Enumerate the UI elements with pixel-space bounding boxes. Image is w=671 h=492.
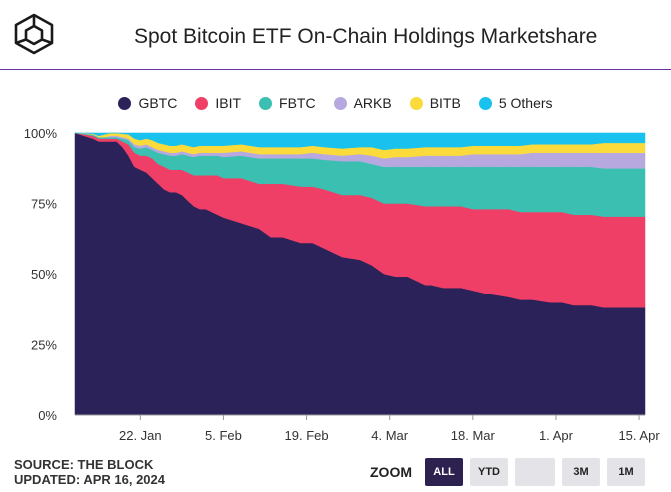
- updated-text: UPDATED: APR 16, 2024: [14, 472, 165, 487]
- legend-swatch-ibit: [195, 96, 209, 110]
- legend-swatch-fbtc: [259, 96, 273, 110]
- source-text: SOURCE: THE BLOCK: [14, 457, 154, 472]
- x-tick-label: 4. Mar: [371, 428, 409, 443]
- legend-item-arkb[interactable]: ARKB: [333, 95, 392, 111]
- legend-swatch-gbtc: [118, 96, 132, 110]
- area-5-others[interactable]: [74, 132, 646, 151]
- legend-label-gbtc: GBTC: [138, 95, 178, 111]
- axes: 0% 25% 50% 75% 100% 22. Jan 5. Feb 19. Feb 4. Ma…: [24, 126, 661, 443]
- x-tick-label: 22. Jan: [119, 428, 162, 443]
- y-tick-label: 75%: [31, 197, 57, 212]
- y-tick-label: 100%: [24, 126, 58, 141]
- zoom-3m-button[interactable]: 3M: [562, 458, 600, 486]
- zoom-1m-button[interactable]: 1M: [607, 458, 645, 486]
- y-tick-label: 50%: [31, 267, 57, 282]
- the-block-logo-icon: [14, 13, 54, 55]
- x-tick-label: 18. Mar: [451, 428, 496, 443]
- legend-swatch-bitb: [409, 96, 423, 110]
- area-chart: 0% 25% 50% 75% 100% 22. Jan 5. Feb 19. Feb 4. Ma…: [24, 126, 661, 443]
- zoom-blank-button[interactable]: [515, 458, 555, 486]
- legend-label-bitb: BITB: [429, 95, 461, 111]
- legend-label-others: 5 Others: [498, 95, 553, 111]
- zoom-ytd-button[interactable]: YTD: [470, 458, 508, 486]
- legend-item-gbtc[interactable]: GBTC: [118, 95, 177, 111]
- legend-item-bitb[interactable]: BITB: [409, 95, 461, 111]
- title-divider: [0, 69, 671, 70]
- legend-item-ibit[interactable]: IBIT: [195, 95, 241, 111]
- legend-swatch-arkb: [333, 96, 347, 110]
- y-tick-label: 0%: [38, 408, 57, 423]
- chart-legend: GBTC IBIT FBTC ARKB BITB 5 Others: [0, 95, 671, 111]
- x-tick-label: 19. Feb: [285, 428, 329, 443]
- x-tick-label: 15. Apr: [618, 428, 660, 443]
- zoom-controls: ZOOM ALL YTD 3M 1M: [370, 458, 645, 486]
- legend-label-fbtc: FBTC: [279, 95, 316, 111]
- chart-title: Spot Bitcoin ETF On-Chain Holdings Marke…: [134, 25, 598, 48]
- y-tick-label: 25%: [31, 338, 57, 353]
- x-tick-label: 5. Feb: [205, 428, 242, 443]
- zoom-label: ZOOM: [370, 464, 412, 480]
- legend-swatch-others: [478, 96, 492, 110]
- chart-footer: SOURCE: THE BLOCK UPDATED: APR 16, 2024: [14, 457, 165, 487]
- area-series: [74, 132, 646, 416]
- x-tick-label: 1. Apr: [539, 428, 574, 443]
- legend-label-arkb: ARKB: [353, 95, 392, 111]
- legend-label-ibit: IBIT: [215, 95, 242, 111]
- legend-item-fbtc[interactable]: FBTC: [259, 95, 316, 111]
- legend-item-others[interactable]: 5 Others: [478, 95, 553, 111]
- zoom-all-button[interactable]: ALL: [425, 458, 463, 486]
